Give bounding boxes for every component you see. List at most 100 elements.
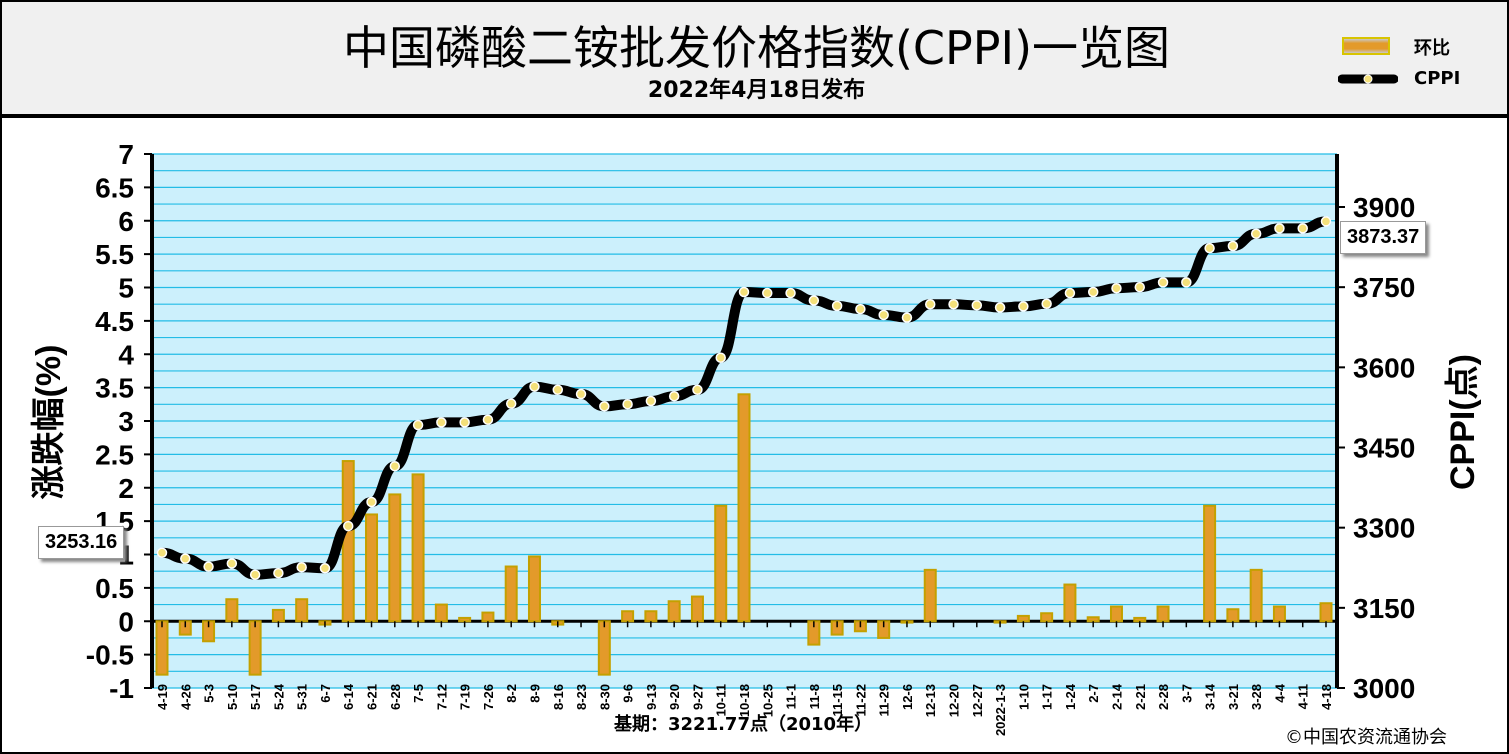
cppi-point bbox=[645, 395, 657, 407]
start-value-callout: 3253.16 bbox=[38, 526, 125, 559]
left-tick-label: 3.5 bbox=[95, 373, 134, 404]
right-axis-label: CPPI(点) bbox=[1444, 354, 1482, 490]
bar-mom-change bbox=[155, 620, 169, 676]
cppi-point bbox=[785, 287, 796, 299]
bar-mom-change bbox=[458, 616, 472, 623]
cppi-point bbox=[1064, 287, 1076, 299]
bar-mom-change bbox=[225, 598, 239, 623]
x-tick-label: 8-30 bbox=[597, 684, 612, 710]
x-tick-label: 4-18 bbox=[1319, 684, 1334, 710]
legend-bar-label: 环比 bbox=[1414, 38, 1450, 59]
cppi-point bbox=[1018, 301, 1029, 312]
bar-mom-change bbox=[1249, 568, 1263, 623]
cppi-point bbox=[156, 547, 168, 559]
left-axis-label: 涨跌幅(%) bbox=[30, 345, 68, 500]
bar-mom-change bbox=[690, 595, 704, 623]
header: 中国磷酸二铵批发价格指数(CPPI)一览图 2022年4月18日发布 bbox=[2, 2, 1507, 118]
x-tick-label: 9-6 bbox=[621, 684, 636, 703]
bar-mom-change bbox=[1226, 608, 1240, 623]
cppi-point bbox=[1250, 228, 1262, 239]
cppi-point bbox=[575, 388, 587, 400]
x-tick-label: 3-21 bbox=[1226, 684, 1241, 710]
x-tick-label: 1-17 bbox=[1040, 684, 1055, 710]
bar-mom-change bbox=[527, 555, 541, 623]
end-value-callout: 3873.37 bbox=[1340, 221, 1427, 254]
cppi-point bbox=[273, 567, 284, 579]
bar-mom-change bbox=[597, 620, 611, 676]
x-tick-label: 11-29 bbox=[877, 684, 892, 717]
left-tick-label: 6 bbox=[118, 206, 134, 237]
bar-mom-change bbox=[481, 611, 495, 623]
cppi-point bbox=[1274, 223, 1285, 234]
cppi-point bbox=[459, 417, 470, 428]
x-tick-label: 4-11 bbox=[1296, 684, 1311, 709]
x-tick-label: 3-7 bbox=[1179, 684, 1194, 703]
cppi-point bbox=[296, 561, 307, 573]
bar-mom-change bbox=[1063, 583, 1077, 623]
cppi-point bbox=[762, 287, 773, 299]
cppi-point bbox=[203, 561, 214, 572]
left-tick-label: 2.5 bbox=[95, 439, 134, 470]
x-tick-label: 10-11 bbox=[714, 684, 729, 717]
x-tick-label: 12-20 bbox=[947, 684, 962, 717]
bar-mom-change bbox=[1133, 616, 1147, 623]
cppi-point bbox=[1111, 282, 1122, 294]
cppi-point bbox=[342, 520, 354, 532]
bar-mom-change bbox=[714, 504, 728, 623]
x-tick-label: 8-16 bbox=[551, 684, 566, 710]
chart-subtitle: 2022年4月18日发布 bbox=[647, 78, 866, 103]
x-tick-label: 6-14 bbox=[341, 683, 356, 710]
bar-mom-change bbox=[1086, 616, 1100, 623]
x-tick-label: 4-4 bbox=[1272, 683, 1287, 703]
x-tick-label: 5-24 bbox=[271, 683, 286, 710]
right-tick-label: 3450 bbox=[1353, 433, 1415, 464]
x-tick-label: 8-23 bbox=[574, 684, 589, 710]
cppi-point bbox=[366, 496, 377, 508]
left-tick-label: 0.5 bbox=[95, 573, 134, 604]
bar-mom-change bbox=[1040, 612, 1054, 623]
x-tick-label: 10-18 bbox=[737, 684, 752, 717]
chart-title: 中国磷酸二铵批发价格指数(CPPI)一览图 bbox=[342, 21, 1171, 75]
x-tick-label: 12-6 bbox=[900, 684, 915, 710]
x-tick-label: 7-26 bbox=[481, 684, 496, 710]
cppi-point bbox=[948, 299, 959, 310]
cppi-point bbox=[436, 417, 447, 428]
x-tick-label: 8-2 bbox=[504, 684, 519, 703]
cppi-point bbox=[599, 401, 610, 412]
left-tick-label: 5 bbox=[118, 273, 134, 304]
right-tick-label: 3000 bbox=[1353, 673, 1415, 704]
x-tick-label: 5-10 bbox=[225, 684, 240, 710]
base-period-note: 基期：3221.77点（2010年） bbox=[614, 714, 873, 735]
right-tick-label: 3900 bbox=[1353, 192, 1415, 223]
bar-mom-change bbox=[411, 473, 425, 623]
x-tick-label: 1-10 bbox=[1016, 684, 1031, 710]
x-tick-label: 2022-1-3 bbox=[993, 684, 1008, 736]
left-tick-label: 0 bbox=[118, 606, 134, 637]
cppi-point bbox=[901, 312, 913, 323]
cppi-point bbox=[994, 302, 1006, 313]
x-tick-label: 2-21 bbox=[1133, 684, 1148, 710]
cppi-point bbox=[855, 303, 866, 315]
x-tick-label: 5-3 bbox=[202, 684, 217, 703]
bar-mom-change bbox=[667, 600, 681, 623]
x-tick-label: 9-27 bbox=[690, 684, 705, 710]
bar-mom-change bbox=[1156, 605, 1170, 623]
x-tick-label: 8-9 bbox=[527, 684, 542, 703]
cppi-point bbox=[878, 309, 889, 321]
bar-mom-change bbox=[271, 608, 285, 623]
cppi-point bbox=[1157, 277, 1169, 288]
cppi-point bbox=[389, 460, 401, 472]
x-tick-label: 6-21 bbox=[365, 684, 380, 710]
bar-mom-change bbox=[248, 620, 262, 676]
cppi-point bbox=[552, 384, 564, 396]
cppi-point bbox=[505, 398, 517, 409]
bar-mom-change bbox=[737, 393, 751, 623]
x-tick-label: 7-5 bbox=[411, 684, 426, 703]
cppi-point bbox=[1041, 298, 1052, 309]
legend-bar-swatch bbox=[1342, 37, 1390, 55]
right-tick-label: 3750 bbox=[1353, 272, 1415, 303]
cppi-point bbox=[738, 286, 750, 298]
x-tick-label: 4-19 bbox=[155, 684, 170, 710]
bar-mom-change bbox=[1319, 602, 1333, 623]
